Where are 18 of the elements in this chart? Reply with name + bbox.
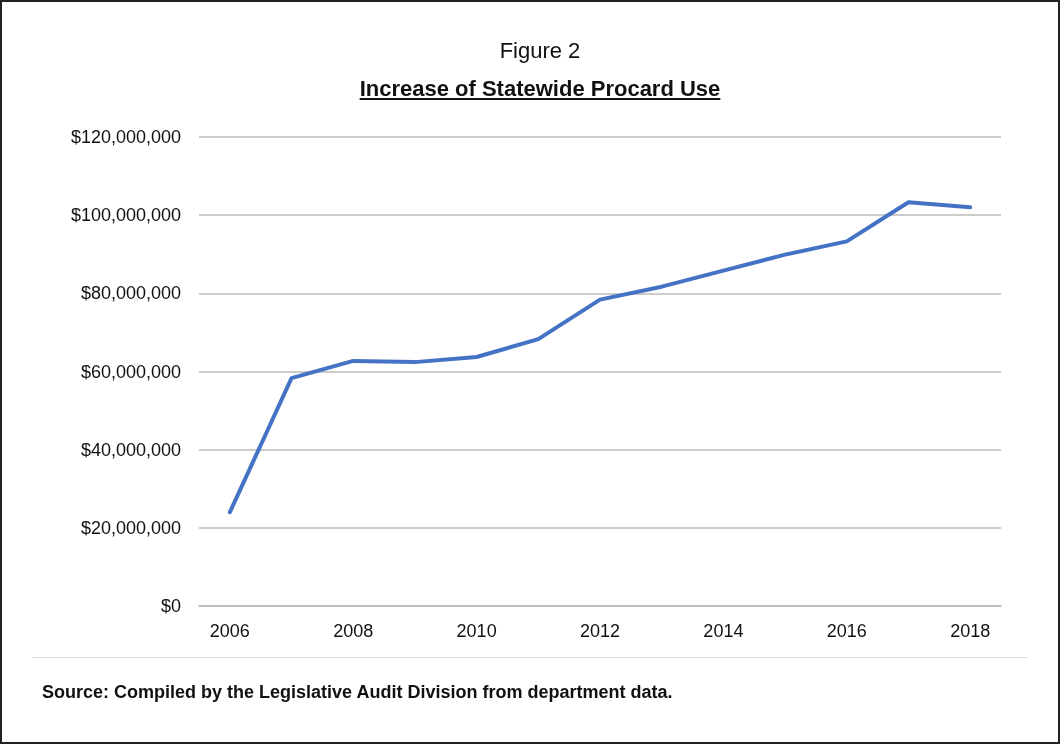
x-tick-label: 2006 (209, 621, 250, 641)
y-tick-label: $120,000,000 (70, 127, 181, 147)
x-tick-label: 2008 (333, 621, 374, 641)
x-tick-label: 2012 (579, 621, 621, 641)
chart-subtitle: Increase of Statewide Procard Use (358, 76, 722, 102)
y-tick-label: $60,000,000 (80, 361, 181, 382)
y-tick-label: $40,000,000 (80, 439, 181, 460)
y-tick-label: $100,000,000 (70, 205, 181, 226)
y-tick-label: $20,000,000 (80, 517, 181, 538)
x-tick-label: 2014 (703, 621, 744, 641)
x-tick-label: 2010 (456, 621, 497, 641)
line-series (227, 200, 973, 515)
x-tick-label: 2018 (950, 621, 991, 641)
y-tick-label: $80,000,000 (80, 283, 181, 304)
source-note: Source: Compiled by the Legislative Audit Division from department data. (42, 682, 673, 703)
x-tick-label: 2016 (826, 621, 867, 641)
y-tick-label: $0 (160, 596, 181, 616)
chart-title: Figure 2 (498, 38, 582, 64)
